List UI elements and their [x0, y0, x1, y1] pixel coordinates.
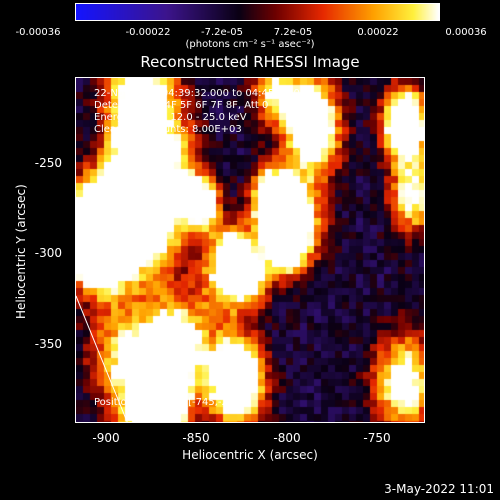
y-axis-label: Heliocentric Y (arcsec) — [14, 184, 28, 319]
x-tick-label: -900 — [92, 431, 120, 445]
image-plot: 22-Nov-2005 04:39:32.000 to 04:45:32.000… — [75, 77, 425, 423]
info-peak: Position of peak = [-745,-226] — [94, 397, 245, 408]
info-time: 22-Nov-2005 04:39:32.000 to 04:45:32.000 — [94, 88, 313, 99]
info-energy: Energy Range: 12.0 - 25.0 keV — [94, 112, 247, 123]
colorbar-tick: -0.00022 — [125, 27, 171, 38]
info-detectors: Detectors: 3F 4F 5F 6F 7F 8F, Att 0 — [94, 100, 269, 111]
plot-title: Reconstructed RHESSI Image — [140, 53, 360, 71]
timestamp: 3-May-2022 11:01 — [384, 482, 494, 496]
colorbar-units: (photons cm⁻² s⁻¹ asec⁻²) — [185, 39, 315, 50]
y-tick-label: -300 — [34, 246, 62, 260]
x-tick-label: -800 — [273, 431, 301, 445]
colorbar — [75, 3, 440, 21]
colorbar-tick: 0.00022 — [357, 27, 399, 38]
colorbar-tick: 7.2e-05 — [273, 27, 313, 38]
colorbar-tick: -0.00036 — [15, 27, 61, 38]
x-axis-label: Heliocentric X (arcsec) — [182, 448, 318, 462]
y-tick-label: -350 — [34, 337, 62, 351]
colorbar-tick: -7.2e-05 — [201, 27, 243, 38]
x-tick-label: -850 — [182, 431, 210, 445]
y-tick-label: -250 — [34, 156, 62, 170]
limb-line — [76, 295, 128, 422]
x-tick-label: -750 — [363, 431, 391, 445]
info-clean: Clean Total counts: 8.00E+03 — [94, 124, 242, 135]
heatmap-image — [76, 78, 424, 422]
colorbar-tick: 0.00036 — [445, 27, 487, 38]
